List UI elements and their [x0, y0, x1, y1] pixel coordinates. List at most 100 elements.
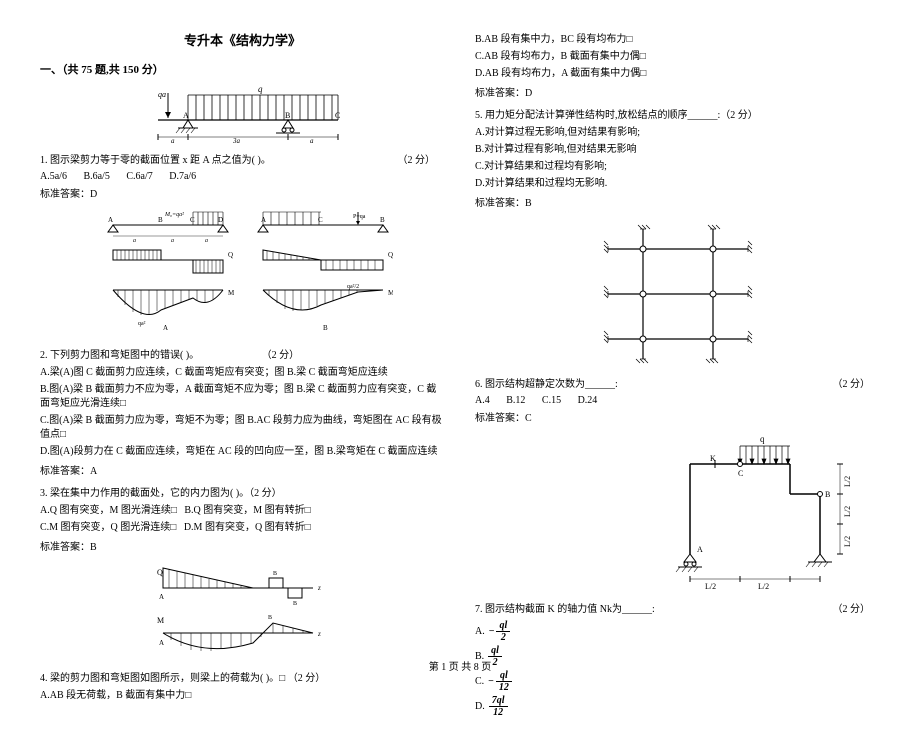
q3-opt-c: C.M 图有突变，Q 图光滑连续□: [40, 522, 176, 533]
q4-opt-a: A.AB 段无荷载，B 截面有集中力□: [40, 689, 445, 703]
q5-text: 5. 用力矩分配法计算弹性结构时,放松结点的顺序______:（2 分）: [475, 109, 880, 123]
q2-opt-b: B.图(A)梁 B 截面剪力不应为零，A 截面弯矩不应为零；图 B.梁 C 截面…: [40, 383, 445, 411]
svg-text:3a: 3a: [232, 137, 241, 145]
q7-label-d: D.: [475, 701, 485, 712]
svg-text:D: D: [218, 216, 223, 224]
svg-text:A: A: [159, 639, 164, 647]
svg-text:L/2: L/2: [843, 506, 852, 517]
svg-text:a: a: [171, 137, 175, 145]
q1-answer: 标准答案：D: [40, 185, 445, 200]
svg-text:Q: Q: [388, 251, 393, 259]
q3-opt-b: B.Q 图有突变，M 图有转折□: [184, 505, 310, 516]
q7-label-a: A.: [475, 626, 485, 637]
fraction-d: 7ql12: [489, 695, 508, 718]
svg-text:B: B: [158, 216, 163, 224]
q4-opt-d: D.AB 段有均布力，A 截面有集中力偶□: [475, 67, 880, 81]
q6-opt-c: C.15: [542, 395, 561, 406]
q6-opt-b: B.12: [506, 395, 525, 406]
svg-text:P=qa: P=qa: [353, 214, 366, 220]
svg-text:A: A: [261, 216, 266, 224]
q2-text: 2. 下列剪力图和弯矩图中的错误( )。 （2 分）: [40, 349, 445, 363]
svg-text:qa²: qa²: [138, 321, 146, 327]
q1-stem: 1. 图示梁剪力等于零的截面位置 x 距 A 点之值为( )。: [40, 155, 271, 166]
minus-sign: −: [488, 676, 494, 687]
svg-text:A: A: [159, 593, 164, 601]
q6-options: A.4 B.12 C.15 D.24: [475, 395, 880, 406]
svg-text:a: a: [205, 238, 208, 244]
minus-sign: −: [489, 626, 495, 637]
q7-figure: q K C B A L/2L/2 L/2: [475, 434, 860, 597]
svg-text:B: B: [273, 571, 277, 577]
q1-options: A.5a/6 B.6a/5 C.6a/7 D.7a/6: [40, 171, 445, 182]
den-c: 12: [496, 682, 512, 693]
q3-opts-row1: A.Q 图有突变，M 图光滑连续□ B.Q 图有突变，M 图有转折□: [40, 504, 445, 518]
q1-opt-b: B.6a/5: [83, 171, 109, 182]
q4-figure: Qz BB A Mz A B: [40, 563, 445, 666]
q5-opt-c: C.对计算结果和过程均有影响;: [475, 160, 880, 174]
svg-text:z: z: [317, 584, 321, 592]
svg-text:Q: Q: [157, 568, 163, 577]
svg-text:B: B: [323, 324, 328, 332]
svg-text:A: A: [183, 111, 189, 120]
svg-text:M: M: [228, 289, 235, 297]
svg-text:C: C: [335, 111, 340, 120]
q6-points: （2 分）: [833, 378, 871, 392]
q1-opt-a: A.5a/6: [40, 171, 67, 182]
q4-answer: 标准答案：D: [475, 84, 880, 99]
q2-opt-c: C.图(A)梁 B 截面剪力应为零，弯矩不为零；图 B.AC 段剪力应为曲线，弯…: [40, 414, 445, 442]
q5-opt-a: A.对计算过程无影响,但对结果有影响;: [475, 126, 880, 140]
svg-text:M: M: [157, 616, 164, 625]
fraction-a: ql2: [496, 620, 510, 643]
num-a: ql: [496, 620, 510, 632]
svg-text:L/2: L/2: [843, 476, 852, 487]
q1-figure: q qa ABC a3aa: [40, 85, 445, 148]
q3-opts-row2: C.M 图有突变，Q 图光滑连续□ D.M 图有突变，Q 图有转折□: [40, 521, 445, 535]
svg-text:L/2: L/2: [843, 536, 852, 547]
q6-answer: 标准答案：C: [475, 409, 880, 424]
svg-text:a: a: [171, 238, 174, 244]
svg-text:C: C: [190, 216, 195, 224]
q7-opt-d: D. 7ql12: [475, 695, 880, 718]
q4-opt-c: C.AB 段有均布力，B 截面有集中力偶□: [475, 50, 880, 64]
page-footer: 第 1 页 共 8 页: [0, 658, 920, 673]
q7-opt-c: C. − ql12: [475, 670, 880, 693]
q2-opt-a: A.梁(A)图 C 截面剪力应连续，C 截面弯矩应有突变；图 B.梁 C 截面弯…: [40, 366, 445, 380]
svg-text:z: z: [317, 630, 321, 638]
q2-answer: 标准答案：A: [40, 462, 445, 477]
q1-text: 1. 图示梁剪力等于零的截面位置 x 距 A 点之值为( )。 （2 分）: [40, 154, 445, 168]
q7-text: 7. 图示结构截面 K 的轴力值 Nk为______: （2 分）: [475, 603, 880, 617]
svg-text:qa: qa: [158, 90, 166, 99]
svg-text:a: a: [310, 137, 314, 145]
q3-text: 3. 梁在集中力作用的截面处，它的内力图为( )。（2 分）: [40, 487, 445, 501]
q3-opt-d: D.M 图有突变，Q 图有转折□: [184, 522, 311, 533]
q2-figure: ABCD M₀=qa² aaa ACB P=qa: [40, 210, 445, 343]
svg-text:A: A: [163, 324, 168, 332]
q3-opt-a: A.Q 图有突变，M 图光滑连续□: [40, 505, 177, 516]
section-header: 一、（共 75 题,共 150 分）: [40, 61, 445, 77]
svg-text:B: B: [268, 615, 272, 621]
svg-text:M₀=qa²: M₀=qa²: [164, 212, 184, 218]
q1-points: （2 分）: [398, 154, 436, 168]
svg-text:B: B: [380, 216, 385, 224]
svg-text:q: q: [258, 85, 263, 94]
q1-opt-d: D.7a/6: [169, 171, 196, 182]
q6-opt-a: A.4: [475, 395, 490, 406]
num-d: 7ql: [489, 695, 508, 707]
fraction-c: ql12: [496, 670, 512, 693]
svg-text:L/2: L/2: [758, 582, 769, 591]
q2-points: （2 分）: [262, 350, 300, 361]
q7-opt-a: A. − ql2: [475, 620, 880, 643]
q5-opt-d: D.对计算结果和过程均无影响.: [475, 177, 880, 191]
den-a: 2: [496, 632, 510, 643]
svg-text:Q: Q: [228, 251, 233, 259]
left-column: 专升本《结构力学》 一、（共 75 题,共 150 分） q qa ABC: [40, 30, 445, 720]
q3-answer: 标准答案：B: [40, 538, 445, 553]
q6-figure: [475, 219, 880, 372]
den-d: 12: [489, 707, 508, 718]
q7-points: （2 分）: [833, 603, 871, 617]
q7-label-c: C.: [475, 676, 484, 687]
num-b: ql: [488, 645, 502, 657]
svg-text:q: q: [760, 434, 765, 444]
svg-text:A: A: [697, 545, 703, 554]
svg-text:C: C: [738, 469, 743, 478]
